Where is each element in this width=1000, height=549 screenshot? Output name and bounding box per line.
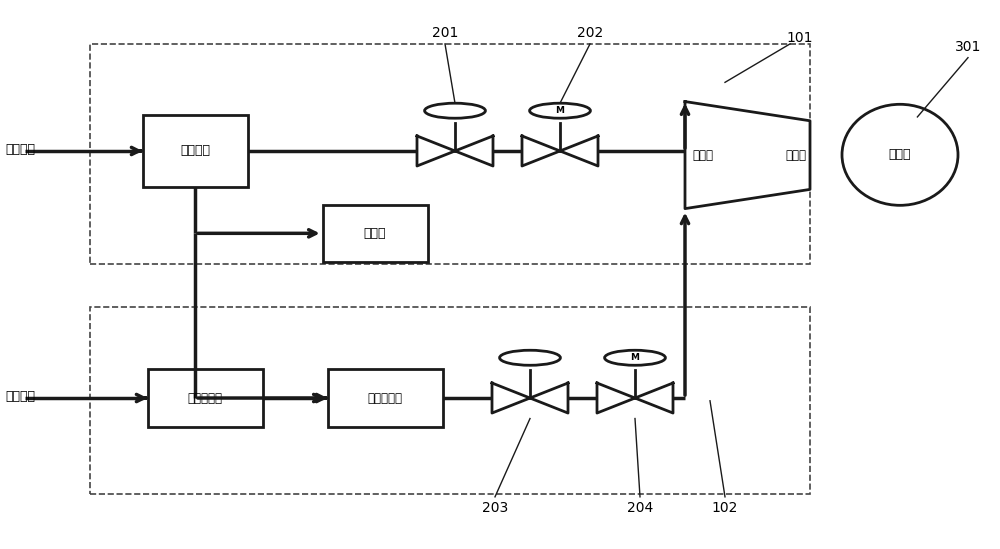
Text: M: M (556, 106, 564, 115)
Text: 低压缸: 低压缸 (785, 149, 806, 161)
Bar (148, 369, 262, 427)
Text: 中压集箱: 中压集箱 (180, 144, 210, 158)
Text: 202: 202 (577, 26, 603, 40)
Text: M: M (631, 353, 640, 362)
Bar (143, 115, 248, 187)
Text: 发电机: 发电机 (889, 148, 911, 161)
Text: 汽水分离器: 汽水分离器 (188, 391, 222, 405)
Polygon shape (530, 383, 568, 413)
Polygon shape (560, 136, 598, 166)
Text: 低压蒸汽: 低压蒸汽 (5, 390, 35, 404)
Bar (90, 307, 810, 494)
Text: 203: 203 (482, 501, 508, 515)
Text: 中压缸: 中压缸 (692, 149, 713, 161)
Ellipse shape (530, 103, 590, 118)
Ellipse shape (842, 104, 958, 205)
Ellipse shape (605, 350, 665, 365)
Polygon shape (685, 102, 810, 209)
Text: 中压蒸汽: 中压蒸汽 (5, 143, 35, 156)
Polygon shape (455, 136, 493, 166)
Text: 补汽加热器: 补汽加热器 (368, 391, 402, 405)
Text: 204: 204 (627, 501, 653, 515)
Polygon shape (597, 383, 635, 413)
Bar (322, 205, 428, 262)
Ellipse shape (500, 350, 560, 365)
Polygon shape (635, 383, 673, 413)
Polygon shape (417, 136, 455, 166)
Text: 均压箱: 均压箱 (364, 227, 386, 240)
Text: 101: 101 (787, 31, 813, 46)
Text: 301: 301 (955, 40, 981, 54)
Text: 102: 102 (712, 501, 738, 515)
Text: 201: 201 (432, 26, 458, 40)
Ellipse shape (425, 103, 485, 118)
Bar (90, 44, 810, 264)
Polygon shape (522, 136, 560, 166)
Polygon shape (492, 383, 530, 413)
Bar (328, 369, 442, 427)
